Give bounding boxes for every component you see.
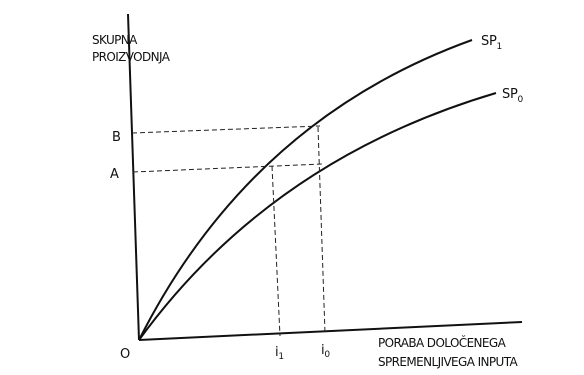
y-axis bbox=[127, 13, 140, 341]
curve-sp1 bbox=[138, 39, 473, 341]
guide-i1-vertical bbox=[271, 165, 281, 337]
y-axis-label-line1: SKUPNA bbox=[92, 33, 138, 47]
y-axis-label-line2: PROIZVODNJA bbox=[92, 50, 171, 64]
x-axis bbox=[138, 321, 523, 341]
curve-sp0 bbox=[138, 92, 497, 341]
curve-label-sp0: SP0 bbox=[502, 87, 524, 105]
x-axis-label-line2: SPREMENLJIVEGA INPUTA bbox=[378, 355, 518, 369]
x-marker-i1: i1 bbox=[275, 345, 284, 362]
origin-label: O bbox=[120, 347, 130, 362]
guide-i0-vertical bbox=[317, 126, 326, 334]
guide-b-horizontal bbox=[131, 125, 321, 134]
x-marker-i0: i0 bbox=[321, 343, 330, 360]
x-axis-label-line1: PORABA DOLOČENEGA bbox=[378, 335, 507, 350]
guide-a-horizontal bbox=[132, 163, 324, 173]
y-marker-b: B bbox=[112, 130, 121, 145]
curve-label-sp1: SP1 bbox=[481, 34, 502, 52]
y-marker-a: A bbox=[110, 167, 119, 182]
